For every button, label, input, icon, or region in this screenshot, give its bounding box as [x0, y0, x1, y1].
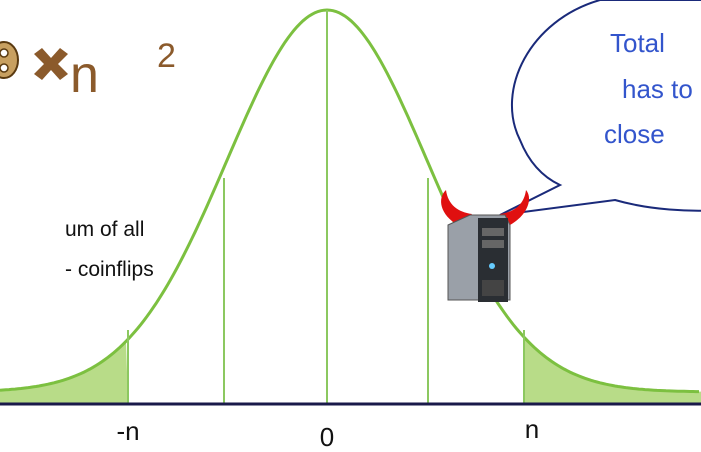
exponent: 2	[157, 37, 176, 75]
devil-server-icon	[441, 190, 530, 302]
times-icon	[34, 48, 68, 80]
divider-lines	[127, 10, 525, 403]
axis-label: 0	[320, 422, 334, 452]
bubble-line: Total	[610, 28, 665, 58]
axis-label: n	[525, 414, 539, 444]
bell-curve	[0, 8, 701, 403]
caption-line: um of all	[65, 218, 144, 241]
speech-bubble	[499, 0, 701, 216]
bubble-line: close	[604, 119, 665, 149]
tail-area	[0, 341, 128, 403]
tail-area	[524, 337, 701, 403]
axis-label: -n	[116, 416, 139, 446]
bubble-line: has to	[622, 74, 693, 104]
factor: n	[70, 46, 99, 104]
cookie-icon	[0, 41, 19, 79]
curve-line	[0, 8, 699, 394]
caption-line: - coinflips	[65, 258, 154, 281]
